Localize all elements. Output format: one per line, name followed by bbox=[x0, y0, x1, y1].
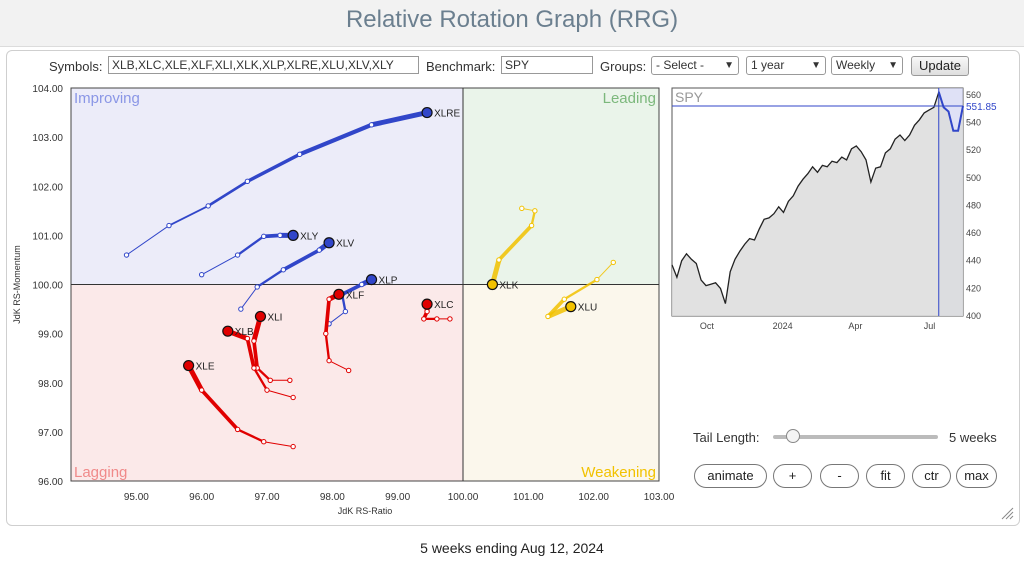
page-title: Relative Rotation Graph (RRG) bbox=[345, 6, 679, 33]
slider-thumb[interactable] bbox=[785, 429, 800, 443]
frequency-select-value: Weekly bbox=[836, 58, 876, 72]
controls-bar: Symbols: XLB,XLC,XLE,XLF,XLI,XLK,XLP,XLR… bbox=[0, 56, 1024, 78]
symbols-label: Symbols: bbox=[49, 59, 103, 74]
frequency-select[interactable]: Weekly ▼ bbox=[831, 56, 903, 75]
groups-select-value: - Select - bbox=[656, 58, 705, 72]
chevron-down-icon: ▼ bbox=[888, 60, 898, 71]
max-button[interactable]: max bbox=[956, 464, 997, 488]
benchmark-input[interactable]: SPY bbox=[501, 56, 593, 74]
chevron-down-icon: ▼ bbox=[724, 60, 734, 71]
update-button[interactable]: Update bbox=[911, 56, 969, 76]
groups-select[interactable]: - Select - ▼ bbox=[651, 56, 739, 75]
benchmark-label: Benchmark: bbox=[426, 59, 496, 74]
fit-button[interactable]: fit bbox=[866, 464, 905, 488]
zoom-in-button[interactable]: + bbox=[773, 464, 812, 488]
period-select[interactable]: 1 year ▼ bbox=[746, 56, 826, 75]
groups-label: Groups: bbox=[600, 59, 647, 74]
rrg-panel bbox=[6, 50, 1020, 526]
resize-grip-icon[interactable] bbox=[1000, 506, 1014, 520]
zoom-out-button[interactable]: - bbox=[820, 464, 859, 488]
tail-length-slider[interactable] bbox=[773, 429, 938, 443]
title-bar: Relative Rotation Graph (RRG) bbox=[0, 0, 1024, 47]
chevron-down-icon: ▼ bbox=[811, 60, 821, 71]
period-select-value: 1 year bbox=[751, 58, 785, 72]
period-caption: 5 weeks ending Aug 12, 2024 bbox=[420, 540, 604, 556]
symbols-input[interactable]: XLB,XLC,XLE,XLF,XLI,XLK,XLP,XLRE,XLU,XLV… bbox=[108, 56, 419, 74]
animate-button[interactable]: animate bbox=[694, 464, 767, 488]
tail-length-value: 5 weeks bbox=[949, 430, 997, 445]
tail-length-label: Tail Length: bbox=[693, 430, 760, 445]
center-button[interactable]: ctr bbox=[912, 464, 951, 488]
